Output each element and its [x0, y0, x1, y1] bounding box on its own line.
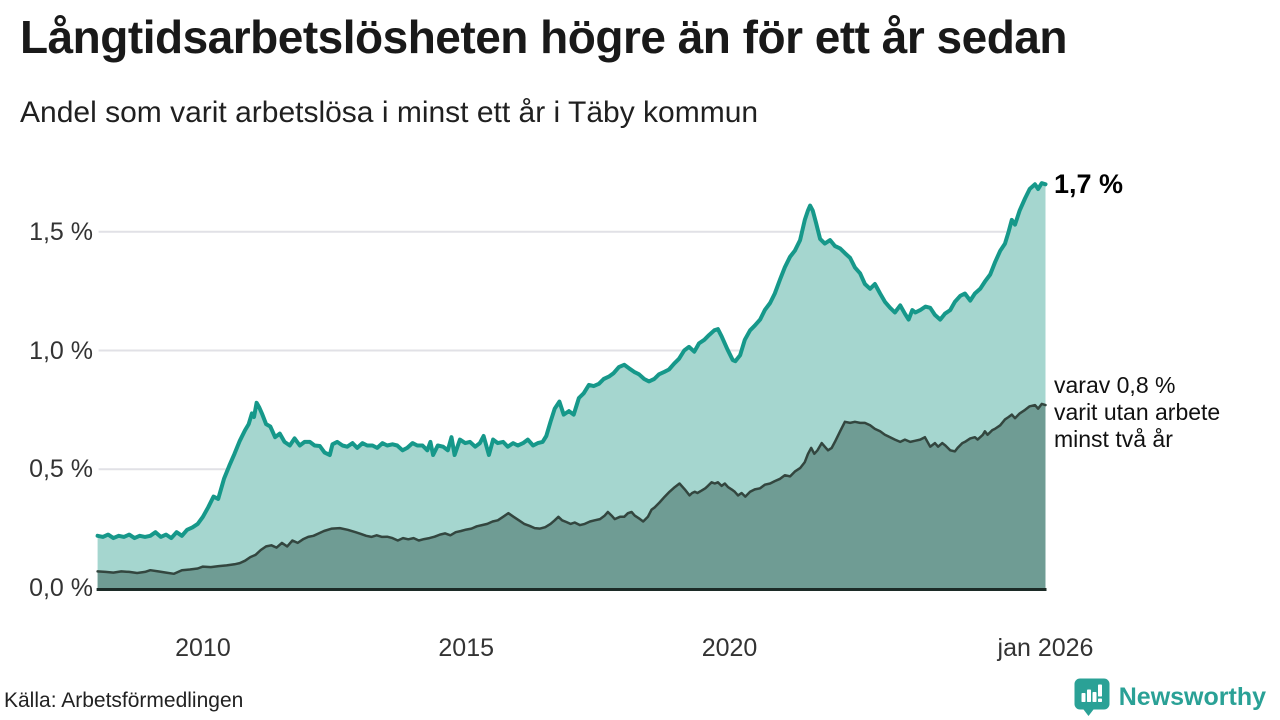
line-unemployed-one-year [95, 181, 1048, 541]
x-tick-label: 2010 [175, 634, 231, 662]
source-text: Källa: Arbetsförmedlingen [4, 689, 244, 712]
page-subtitle: Andel som varit arbetslösa i minst ett å… [20, 96, 759, 129]
y-tick-label: 0,0 % [29, 574, 93, 602]
newsworthy-icon [1074, 678, 1110, 716]
latest-value-label: 1,7 % [1054, 169, 1124, 199]
two-year-annotation-line: varav 0,8 % [1054, 372, 1176, 398]
brand-name: Newsworthy [1118, 682, 1266, 711]
x-tick-label: 2020 [701, 634, 758, 662]
y-tick-label: 1,5 % [29, 217, 93, 246]
line-unemployed-two-years [96, 402, 1047, 576]
area-unemployed-two-years [97, 403, 1046, 588]
two-year-annotation-line: minst två år [1054, 426, 1173, 452]
brand-logo: Newsworthy [1073, 677, 1266, 717]
x-tick-label: 2015 [438, 634, 495, 662]
page-title: Långtidsarbetslösheten högre än för ett … [20, 11, 1067, 63]
two-year-annotation-line: varit utan arbete [1054, 399, 1221, 425]
y-tick-label: 0,5 % [29, 455, 93, 484]
two-year-annotation: varav 0,8 % varit utan arbete minst två år [1054, 372, 1220, 453]
y-tick-label: 1,0 % [29, 336, 93, 365]
x-tick-label: jan 2026 [997, 634, 1094, 662]
